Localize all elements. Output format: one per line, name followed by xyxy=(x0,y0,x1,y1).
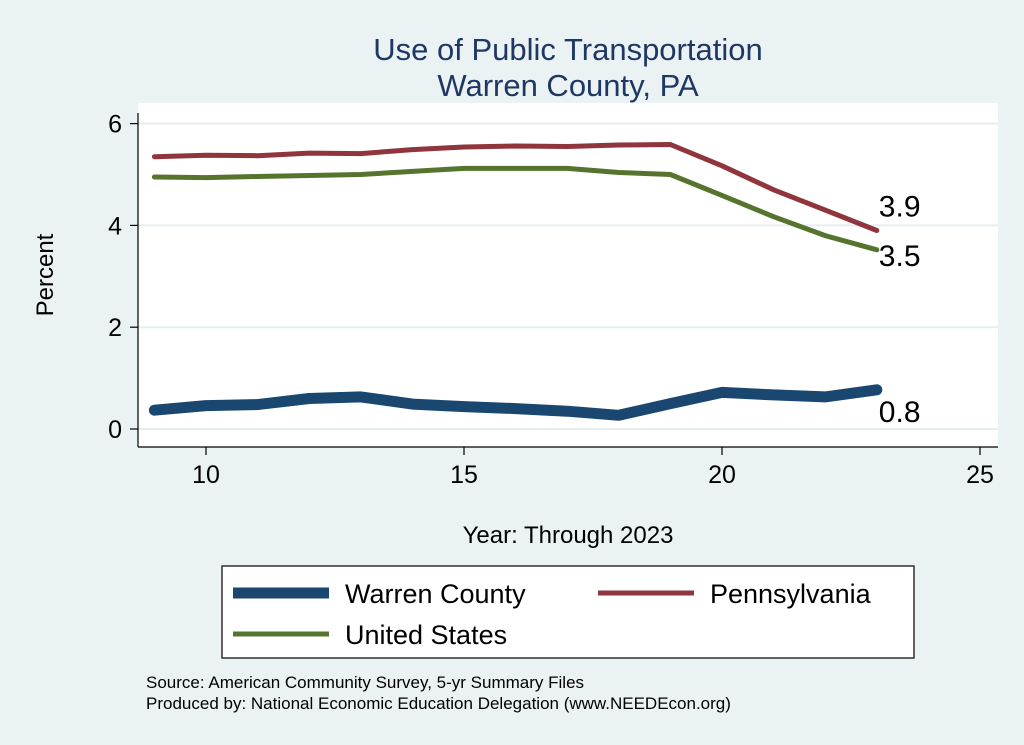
series-line-united-states xyxy=(151,165,880,253)
x-tick-label: 25 xyxy=(966,461,994,489)
end-labels: 3.9 3.5 0.8 xyxy=(879,190,921,428)
legend-label-pennsylvania: Pennsylvania xyxy=(710,579,872,609)
tick-labels: 0 2 4 6 10 15 20 25 xyxy=(108,111,994,489)
series-line-warren-county xyxy=(148,384,883,421)
end-label-warren-county: 0.8 xyxy=(879,396,921,429)
y-tick-label: 2 xyxy=(108,314,122,342)
series-line-pennsylvania xyxy=(151,142,880,233)
legend-label-warren-county: Warren County xyxy=(345,579,526,609)
y-axis-title: Percent xyxy=(32,233,59,316)
legend-label-united-states: United States xyxy=(345,620,507,650)
axes xyxy=(137,113,998,448)
producer-note: Produced by: National Economic Education… xyxy=(146,694,731,713)
chart-title: Use of Public Transportation xyxy=(373,32,762,67)
legend-box xyxy=(221,565,915,659)
end-label-pennsylvania: 3.9 xyxy=(879,190,921,223)
legend: Warren County Pennsylvania United States xyxy=(221,565,915,659)
source-note: Source: American Community Survey, 5-yr … xyxy=(146,673,584,692)
x-axis-title: Year: Through 2023 xyxy=(463,522,674,549)
y-tick-label: 6 xyxy=(108,111,122,139)
y-tick-label: 0 xyxy=(108,416,122,444)
chart-subtitle: Warren County, PA xyxy=(437,68,699,103)
x-tick-label: 10 xyxy=(192,461,220,489)
x-tick-label: 15 xyxy=(450,461,478,489)
y-tick-label: 4 xyxy=(108,212,122,240)
x-tick-label: 20 xyxy=(708,461,736,489)
end-label-united-states: 3.5 xyxy=(879,240,921,273)
series-lines xyxy=(148,142,883,421)
gridlines xyxy=(138,122,998,430)
